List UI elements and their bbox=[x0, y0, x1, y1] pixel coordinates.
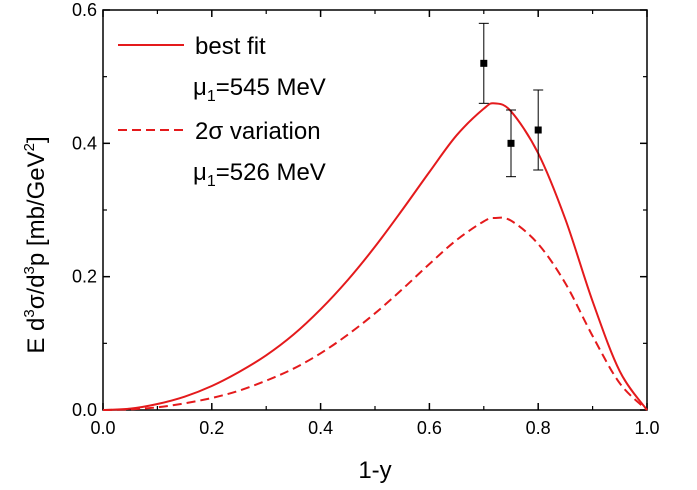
data-point bbox=[480, 60, 487, 67]
x-tick-label: 0.4 bbox=[308, 418, 333, 438]
y-axis-title: E d3σ/d3p [mb/GeV2] bbox=[21, 136, 50, 353]
data-points bbox=[479, 23, 543, 176]
series-line-best_fit bbox=[103, 103, 647, 410]
data-point bbox=[535, 127, 542, 134]
legend-label-2sigma-variation: 2σ variation bbox=[195, 118, 321, 145]
x-tick-label: 0.2 bbox=[199, 418, 224, 438]
legend-label-best-fit: best fit bbox=[195, 33, 266, 60]
x-tick-label: 0.8 bbox=[526, 418, 551, 438]
y-tick-label: 0.6 bbox=[72, 0, 97, 20]
legend-sublabel-best-fit: μ1=545 MeV bbox=[193, 74, 326, 105]
y-tick-label: 0.0 bbox=[72, 400, 97, 420]
ticks bbox=[103, 10, 647, 410]
x-tick-label: 1.0 bbox=[634, 418, 659, 438]
y-tick-label: 0.4 bbox=[72, 133, 97, 153]
plot-frame bbox=[103, 10, 647, 410]
series bbox=[103, 103, 647, 410]
tick-labels: 0.0 0.2 0.4 0.6 0.8 1.0 0.0 0.2 0.4 0.6 bbox=[72, 0, 660, 438]
legend-sublabel-2sigma-variation: μ1=526 MeV bbox=[193, 159, 326, 190]
axes bbox=[103, 10, 647, 410]
legend: best fit μ1=545 MeV 2σ variation μ1=526 … bbox=[118, 33, 326, 190]
x-axis-title: 1-y bbox=[358, 457, 391, 484]
x-tick-label: 0.0 bbox=[90, 418, 115, 438]
data-point bbox=[508, 140, 515, 147]
x-tick-label: 0.6 bbox=[417, 418, 442, 438]
y-tick-label: 0.2 bbox=[72, 267, 97, 287]
